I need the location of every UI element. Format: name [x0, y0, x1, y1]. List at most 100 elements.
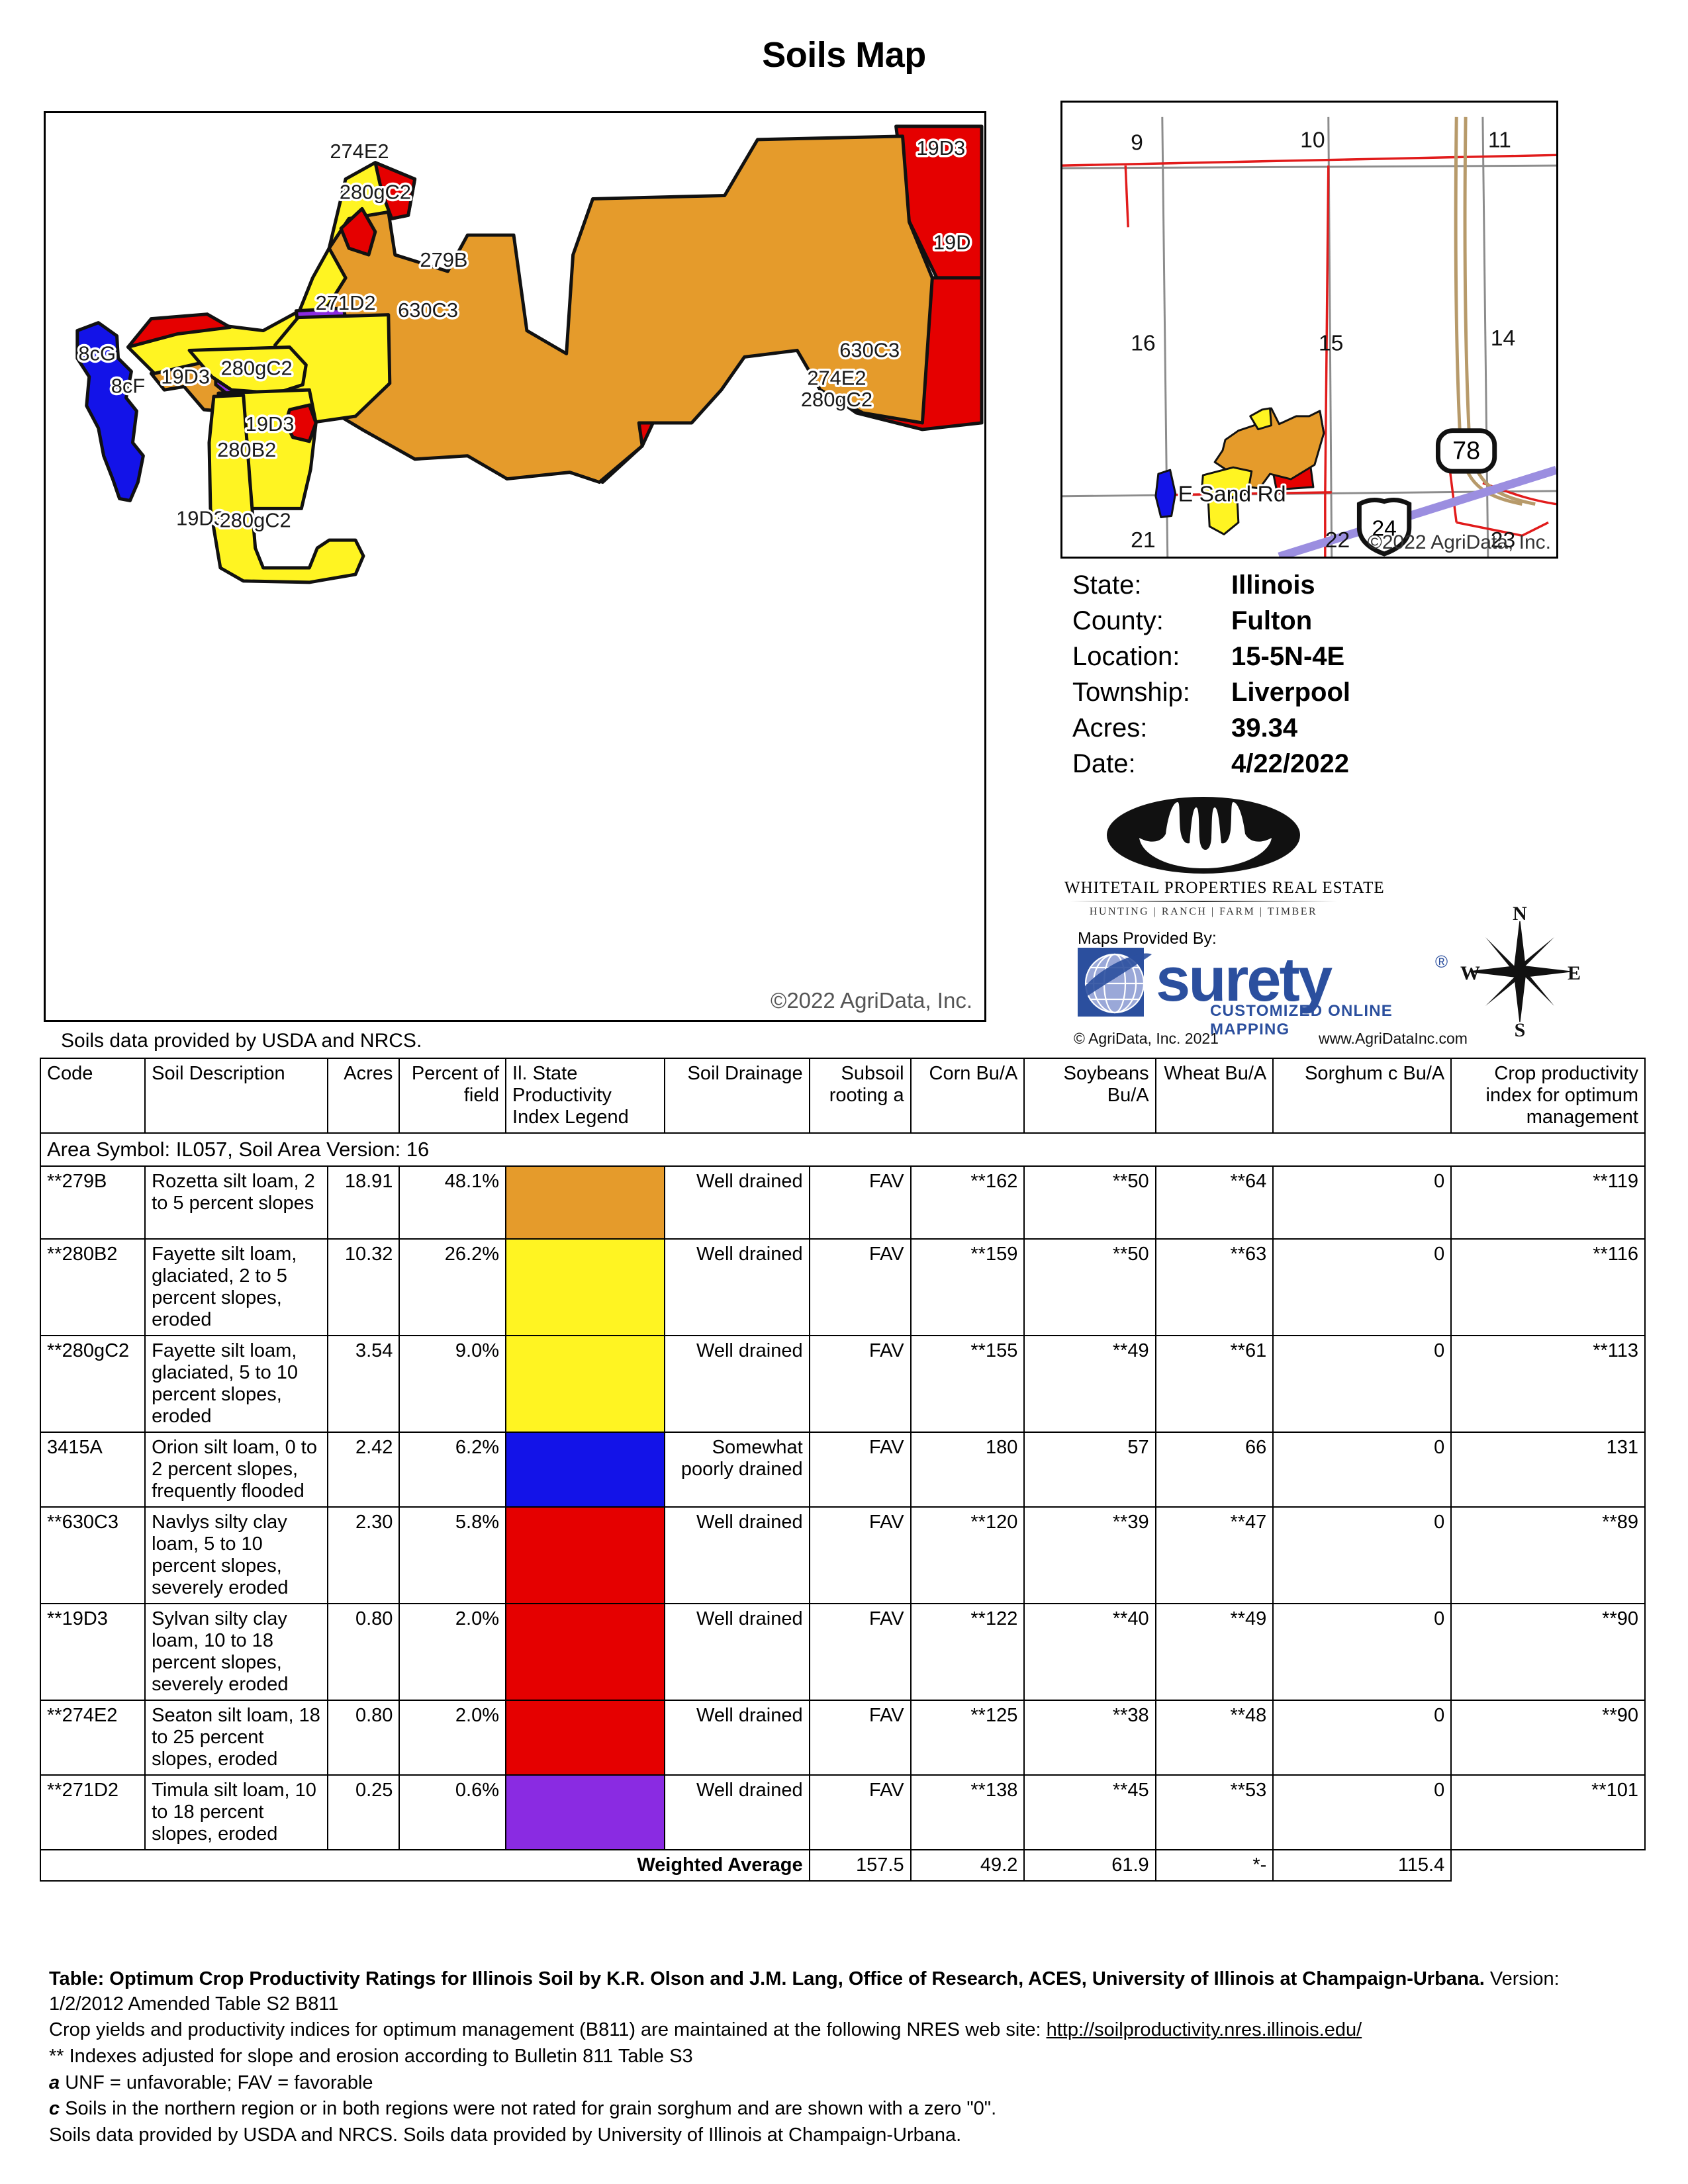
cell-description: Fayette silt loam, glaciated, 2 to 5 per… — [144, 1238, 329, 1336]
cell-sorghum: 0 — [1272, 1432, 1452, 1508]
info-row-acres: Acres: 39.34 — [1072, 713, 1575, 743]
nres-web-site-link[interactable]: http://soilproductivity.nres.illinois.ed… — [1046, 2019, 1362, 2041]
area-symbol-cell: Area Symbol: IL057, Soil Area Version: 1… — [40, 1132, 1646, 1167]
cell-cpi: **113 — [1450, 1335, 1646, 1433]
polygon-280B2-lower — [207, 393, 365, 584]
map-label: 274E2 — [330, 140, 389, 163]
inset-copyright: ©2022 AgriData, Inc. — [1367, 531, 1551, 553]
info-label: Date: — [1072, 749, 1136, 778]
info-row-date: Date: 4/22/2022 — [1072, 749, 1575, 779]
table-row[interactable]: **19D3 Sylvan silty clay loam, 10 to 18 … — [39, 1603, 1646, 1701]
surety-tagline: CUSTOMIZED ONLINE MAPPING — [1210, 1002, 1393, 1038]
table-row[interactable]: **271D2 Timula silt loam, 10 to 18 perce… — [39, 1774, 1646, 1850]
soils-table: Area Symbol: IL057, Soil Area Version: 1… — [39, 1058, 1646, 1882]
soils-map-panel[interactable]: 274E2 280gC2 279B 19D3 19D 630C3 630C3 2… — [44, 111, 986, 1022]
map-label: 630C3 — [839, 339, 900, 362]
cell-subsoil: FAV — [808, 1774, 912, 1850]
cell-wheat: **49 — [1154, 1603, 1274, 1701]
cell-sorghum: 0 — [1272, 1506, 1452, 1604]
cell-drainage: Well drained — [664, 1603, 810, 1701]
cell-acres: 0.25 — [327, 1774, 400, 1850]
soils-data-source-note: Soils data provided by USDA and NRCS. — [61, 1030, 422, 1052]
info-row-county: County: Fulton — [1072, 606, 1575, 636]
cell-acres: 10.32 — [327, 1238, 400, 1336]
header-percent-of-field[interactable]: Percent of field — [399, 1058, 507, 1134]
cell-corn: 180 — [910, 1432, 1025, 1508]
cell-corn: **122 — [910, 1603, 1025, 1701]
cell-subsoil: FAV — [808, 1165, 912, 1240]
legend-color-swatch — [506, 1701, 665, 1774]
soils-table-wrapper: Area Symbol: IL057, Soil Area Version: 1… — [39, 1058, 1646, 1882]
cell-percent: 6.2% — [399, 1432, 507, 1508]
header-soil-description[interactable]: Soil Description — [144, 1058, 329, 1134]
polygon-274E2-north — [373, 161, 417, 220]
map-label: 279B — [420, 248, 467, 271]
cell-acres: 3.54 — [327, 1335, 400, 1433]
header-soybeans[interactable]: Soybeans Bu/A — [1023, 1058, 1156, 1134]
cell-acres: 2.30 — [327, 1506, 400, 1604]
weighted-average-wheat: 61.9 — [1023, 1849, 1156, 1882]
deer-antler-logo-icon — [1107, 797, 1300, 874]
table-row[interactable]: 3415A Orion silt loam, 0 to 2 percent sl… — [39, 1432, 1646, 1508]
table-row[interactable]: **280B2 Fayette silt loam, glaciated, 2 … — [39, 1238, 1646, 1336]
us-route-24-label: 24 — [1372, 516, 1397, 541]
cell-description: Fayette silt loam, glaciated, 5 to 10 pe… — [144, 1335, 329, 1433]
cell-cpi: **89 — [1450, 1506, 1646, 1604]
weighted-average-corn: 157.5 — [808, 1849, 912, 1882]
map-label: 280gC2 — [221, 356, 293, 379]
cell-subsoil: FAV — [808, 1335, 912, 1433]
map-label: 280B2 — [217, 438, 276, 461]
map-label: 274E2 — [807, 366, 866, 389]
map-label: 19D — [933, 230, 971, 253]
footnote-a: a UNF = unfavorable; FAV = favorable — [49, 2071, 1638, 2096]
section-numbers: 9 10 11 16 15 14 21 22 23 — [1131, 127, 1515, 553]
footnote-a-marker: a — [49, 2071, 60, 2093]
cell-soybeans: **45 — [1023, 1774, 1156, 1850]
cell-percent: 2.0% — [399, 1603, 507, 1701]
cell-wheat: 66 — [1154, 1432, 1274, 1508]
cell-percent: 0.6% — [399, 1774, 507, 1850]
cell-acres: 0.80 — [327, 1603, 400, 1701]
map-label: 630C3 — [398, 298, 458, 322]
header-soil-drainage[interactable]: Soil Drainage — [664, 1058, 810, 1134]
locator-inset-panel[interactable]: 78 24 E Sand Rd 9 10 11 16 15 14 21 22 2… — [1060, 101, 1558, 559]
header-sorghum[interactable]: Sorghum c Bu/A — [1272, 1058, 1452, 1134]
locator-inset-svg: 78 24 E Sand Rd 9 10 11 16 15 14 21 22 2… — [1062, 116, 1556, 557]
header-code[interactable]: Code — [39, 1058, 146, 1134]
cell-description: Timula silt loam, 10 to 18 percent slope… — [144, 1774, 329, 1850]
info-label: Acres: — [1072, 713, 1148, 743]
info-label: Location: — [1072, 642, 1180, 671]
cell-sorghum: 0 — [1272, 1335, 1452, 1433]
table-row[interactable]: **630C3 Navlys silty clay loam, 5 to 10 … — [39, 1506, 1646, 1604]
header-corn[interactable]: Corn Bu/A — [910, 1058, 1025, 1134]
table-row[interactable]: **280gC2 Fayette silt loam, glaciated, 5… — [39, 1335, 1646, 1433]
info-row-township: Township: Liverpool — [1072, 678, 1575, 707]
header-wheat[interactable]: Wheat Bu/A — [1154, 1058, 1274, 1134]
table-row[interactable]: **279B Rozetta silt loam, 2 to 5 percent… — [39, 1165, 1646, 1240]
info-value-location: 15-5N-4E — [1231, 642, 1345, 671]
compass-rose-icon: N S W E — [1460, 903, 1581, 1041]
map-label: 280gC2 — [220, 508, 291, 531]
map-label: 19D3 — [161, 365, 210, 388]
table-row[interactable]: **274E2 Seaton silt loam, 18 to 25 perce… — [39, 1700, 1646, 1776]
cell-percent: 48.1% — [399, 1165, 507, 1240]
info-value-township: Liverpool — [1231, 678, 1351, 707]
cell-description: Sylvan silty clay loam, 10 to 18 percent… — [144, 1603, 329, 1701]
footnote-web-site: Crop yields and productivity indices for… — [49, 2018, 1638, 2043]
compass-south-label: S — [1515, 1019, 1526, 1038]
cell-corn: **159 — [910, 1238, 1025, 1336]
header-crop-productivity-index[interactable]: Crop productivity index for optimum mana… — [1450, 1058, 1646, 1134]
polygon-red-west-wedge — [126, 312, 232, 349]
header-acres[interactable]: Acres — [327, 1058, 400, 1134]
legend-color-swatch — [506, 1240, 665, 1335]
header-productivity-index-legend[interactable]: Il. State Productivity Index Legend — [505, 1058, 666, 1134]
header-subsoil-rooting[interactable]: Subsoil rooting a — [808, 1058, 912, 1134]
cell-description: Rozetta silt loam, 2 to 5 percent slopes — [144, 1165, 329, 1240]
footnote-table-citation: Table: Optimum Crop Productivity Ratings… — [49, 1967, 1638, 2017]
whitetail-properties-branding: WHITETAIL PROPERTIES REAL ESTATE HUNTING… — [1064, 794, 1384, 918]
cell-subsoil: FAV — [808, 1238, 912, 1336]
cell-legend-swatch — [505, 1432, 666, 1508]
map-copyright: ©2022 AgriData, Inc. — [771, 988, 972, 1013]
weighted-average-label: Weighted Average — [40, 1849, 810, 1882]
compass-rose: N S W E — [1454, 903, 1586, 1041]
